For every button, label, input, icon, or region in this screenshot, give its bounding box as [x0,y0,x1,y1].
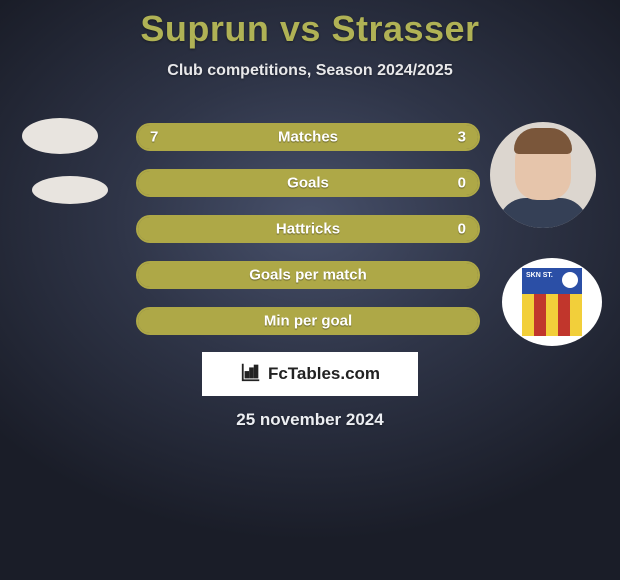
stat-row-matches: 7 Matches 3 [136,123,480,151]
stat-row-goals-per-match: Goals per match [136,261,480,289]
stat-label: Min per goal [138,313,478,330]
infographic-root: Suprun vs Strasser Club competitions, Se… [0,0,620,580]
player-right-photo [490,122,596,228]
stat-row-min-per-goal: Min per goal [136,307,480,335]
bar-chart-icon [240,361,262,388]
stat-label: Goals [138,175,478,192]
player-left-club-logo [32,176,108,204]
stat-right-value: 0 [458,175,466,192]
player-right-club-logo: SKN ST. [502,258,602,346]
page-subtitle: Club competitions, Season 2024/2025 [0,62,620,80]
club-logo-text: SKN ST. [526,272,553,280]
stat-label: Hattricks [138,221,478,238]
page-title: Suprun vs Strasser [0,0,620,50]
stat-label: Goals per match [138,267,478,284]
watermark-badge: FcTables.com [202,352,418,396]
stats-bars: 7 Matches 3 Goals 0 Hattricks 0 Goals pe… [136,123,480,353]
date-text: 25 november 2024 [0,410,620,430]
stat-right-value: 0 [458,221,466,238]
stat-row-goals: Goals 0 [136,169,480,197]
watermark-text: FcTables.com [268,364,380,384]
stat-row-hattricks: Hattricks 0 [136,215,480,243]
stat-right-value: 3 [458,129,466,146]
stat-label: Matches [138,129,478,146]
player-left-photo [22,118,98,154]
